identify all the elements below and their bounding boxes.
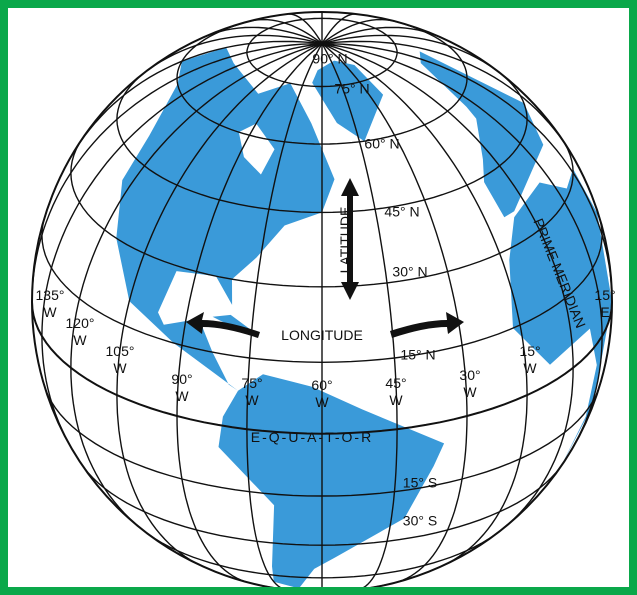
meridian-label-line: 105°: [106, 343, 135, 359]
meridian-line: [41, 42, 323, 447]
meridian-label-line: W: [523, 360, 537, 376]
meridian-label-line: W: [315, 394, 329, 410]
meridian-line: [321, 42, 574, 530]
parallel-label: 15° N: [400, 347, 435, 363]
equator-label: E-Q-U-A-T-O-R: [251, 429, 373, 445]
parallel-label: 45° N: [384, 204, 419, 220]
meridian-line: [321, 18, 395, 45]
latitude-label: LATITUDE: [337, 207, 353, 274]
meridian-label: 90° W: [171, 371, 192, 404]
meridian-line: [116, 42, 323, 567]
meridian-line: [207, 26, 323, 45]
meridian-label-line: W: [175, 388, 189, 404]
meridian-label-line: 60°: [311, 377, 332, 393]
meridian-label-line: W: [43, 304, 57, 320]
meridian-label: 30° W: [459, 367, 480, 400]
parallel-label: 15° S: [403, 475, 437, 491]
meridian-label: 105° W: [106, 343, 135, 376]
meridian-label-line: W: [389, 392, 403, 408]
meridian-label-line: E: [600, 304, 609, 320]
meridian-label-line: 135°: [36, 287, 65, 303]
meridian-line: [246, 43, 323, 591]
meridian-line: [249, 18, 323, 45]
meridian-label-line: 90°: [171, 371, 192, 387]
meridian-line: [321, 26, 437, 45]
parallel-label: 60° N: [364, 136, 399, 152]
meridian-line: [74, 40, 323, 151]
longitude-label: LONGITUDE: [281, 327, 363, 343]
meridian-line: [32, 42, 323, 303]
meridian-label: 75° W: [241, 375, 262, 408]
latitude-arrow: [341, 178, 359, 300]
meridian-label-line: 75°: [241, 375, 262, 391]
meridian-line: [321, 42, 612, 303]
meridian-line: [321, 13, 355, 44]
meridian-label-line: 15°: [519, 343, 540, 359]
landmass: [419, 51, 544, 218]
meridian-label-line: 45°: [385, 375, 406, 391]
meridian-label: 135° W: [36, 287, 65, 320]
meridian-line: [321, 42, 603, 447]
meridian-line: [147, 34, 323, 71]
meridian-line: [70, 42, 323, 530]
arrows: [186, 178, 464, 338]
parallel-label: 30° S: [403, 513, 437, 529]
meridian-label-line: 30°: [459, 367, 480, 383]
graticule: [32, 12, 612, 592]
meridian-line: [176, 43, 323, 583]
meridian-label-line: W: [113, 360, 127, 376]
landmass: [218, 374, 445, 589]
meridian-line: [321, 34, 497, 71]
meridian-line: [321, 40, 570, 151]
meridian-line: [321, 43, 398, 591]
meridian-label-line: 15°: [594, 287, 615, 303]
longitude-arrow-left: [186, 312, 260, 338]
parallel-label: 75° N: [334, 81, 369, 97]
hudson-bay: [238, 123, 275, 175]
landmass: [509, 168, 612, 467]
parallel-label: 90° N: [312, 51, 347, 67]
meridian-label: 15° E: [594, 287, 615, 320]
landmass: [116, 47, 335, 391]
meridian-line: [289, 13, 323, 44]
meridian-label: 120° W: [66, 315, 95, 348]
meridian-label-line: 120°: [66, 315, 95, 331]
meridian-label-line: W: [463, 384, 477, 400]
meridian-line: [321, 42, 528, 567]
meridian-label: 15° W: [519, 343, 540, 376]
meridian-label-line: W: [245, 392, 259, 408]
meridian-label: 45° W: [385, 375, 406, 408]
meridian-label: 60° W: [311, 377, 332, 410]
meridian-line: [321, 43, 468, 583]
parallel-label: 30° N: [392, 264, 427, 280]
longitude-arrow-right: [390, 312, 464, 338]
meridian-label-line: W: [73, 332, 87, 348]
